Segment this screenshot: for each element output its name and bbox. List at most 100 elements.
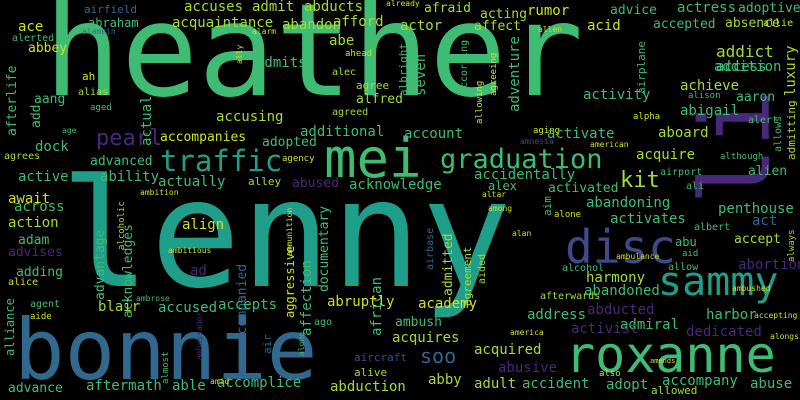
- word: dock: [35, 139, 69, 155]
- word: admitting: [785, 100, 798, 160]
- word: accompany: [662, 373, 738, 389]
- word: ali: [686, 181, 705, 192]
- word: advanced: [90, 154, 153, 169]
- word: account: [404, 126, 464, 142]
- word: roxanne: [565, 326, 776, 384]
- word: adam: [18, 233, 50, 248]
- word: albright: [397, 43, 410, 96]
- word: amnesia: [520, 137, 554, 146]
- word: advises: [8, 245, 63, 260]
- word: agreed: [332, 107, 369, 118]
- word: alone: [554, 210, 582, 220]
- word: ad: [190, 263, 207, 279]
- word: afraid: [424, 1, 471, 16]
- word: actually: [158, 174, 226, 190]
- word: almost: [161, 351, 171, 384]
- word: ace: [18, 19, 44, 35]
- word: achieve: [680, 78, 740, 94]
- word: activated: [548, 181, 619, 196]
- word: abusive: [498, 360, 558, 376]
- word: ambassador: [195, 311, 204, 360]
- word: abducts: [304, 0, 364, 15]
- word: agency: [282, 154, 315, 164]
- word: address: [527, 307, 587, 323]
- word: accuses: [184, 0, 244, 15]
- word: acquire: [636, 147, 696, 163]
- word: ambush: [395, 315, 442, 330]
- word: accused: [158, 300, 218, 316]
- word: advice: [610, 3, 657, 18]
- word: actor: [400, 18, 443, 34]
- word: america: [510, 328, 544, 337]
- word: across: [14, 199, 65, 215]
- word: admitted: [441, 233, 456, 296]
- word: amid: [210, 377, 230, 386]
- word: absence: [725, 16, 780, 31]
- word: alcohol: [562, 263, 605, 274]
- word: afford: [333, 14, 384, 30]
- word: abruptly: [327, 294, 395, 310]
- word: accomplice: [217, 375, 302, 391]
- word: already: [386, 0, 420, 8]
- word: adoptive: [738, 1, 800, 16]
- word: activity: [583, 87, 651, 103]
- word: alliance: [3, 298, 17, 356]
- word: allowing: [475, 80, 485, 124]
- word: ago: [314, 317, 333, 328]
- word: adding: [16, 265, 63, 280]
- word: accept: [734, 232, 781, 247]
- word: admit: [252, 0, 295, 15]
- word: abu: [675, 235, 697, 249]
- word: altar: [482, 190, 507, 199]
- word: abuse: [750, 376, 793, 392]
- word: ahead: [345, 49, 373, 59]
- word: alerted: [12, 33, 55, 44]
- word: adult: [474, 376, 517, 392]
- word: additional: [300, 124, 385, 140]
- word: harmony: [586, 270, 646, 286]
- word: adventure: [507, 36, 523, 112]
- word: blair: [98, 299, 141, 315]
- word: aboard: [658, 125, 709, 141]
- word: agreement: [461, 246, 474, 306]
- word: act: [752, 213, 778, 229]
- word: ambition: [140, 188, 179, 197]
- word: ambulance: [616, 252, 660, 261]
- word: affection: [299, 260, 315, 336]
- word: alive: [354, 366, 388, 379]
- word: dedicated: [686, 324, 762, 340]
- word: kit: [620, 168, 660, 193]
- word: able: [172, 378, 206, 394]
- word: agrees: [4, 151, 41, 162]
- word: allow: [668, 262, 699, 273]
- word: alpha: [633, 112, 661, 122]
- word: abby: [428, 372, 462, 388]
- word: aid: [682, 249, 699, 259]
- word: accidentally: [474, 167, 576, 183]
- word: documentary: [317, 205, 332, 292]
- word: alice: [8, 277, 39, 288]
- word: aide: [30, 312, 52, 322]
- word: admiral: [620, 317, 680, 333]
- word: acquires: [392, 330, 460, 346]
- word: penthouse: [718, 201, 794, 217]
- word: abduction: [330, 379, 406, 395]
- word: according: [459, 39, 470, 94]
- word: ambrose: [136, 294, 170, 303]
- word: aaron: [736, 90, 776, 105]
- word: alert: [748, 115, 779, 126]
- word: abandoning: [586, 195, 671, 211]
- word: actual: [139, 95, 155, 146]
- word: advance: [8, 381, 63, 396]
- word: airbase: [425, 227, 436, 270]
- word: accepted: [653, 17, 716, 32]
- word: luxury: [783, 45, 799, 96]
- word: albert: [694, 222, 731, 233]
- word: aircraft: [354, 351, 407, 364]
- word: addition: [714, 59, 782, 75]
- word: allen: [538, 25, 563, 34]
- word: ability: [100, 169, 160, 185]
- word: rumor: [527, 3, 570, 19]
- word: accusing: [216, 109, 284, 125]
